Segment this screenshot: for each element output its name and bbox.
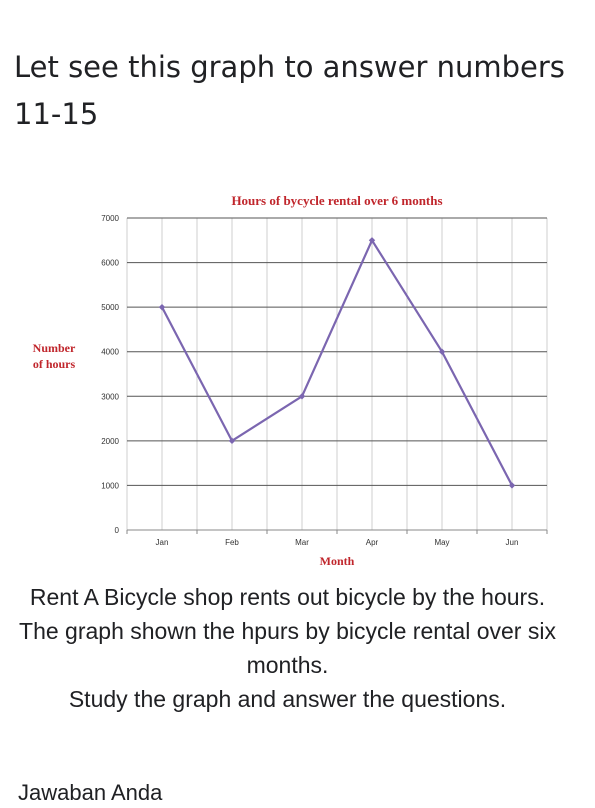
chart-title: Hours of bycycle rental over 6 months [231, 193, 442, 208]
data-point-feb [228, 437, 236, 445]
y-tick-label: 2000 [101, 437, 119, 446]
series-line [161, 239, 513, 486]
description-line: Study the graph and answer the questions… [68, 686, 507, 712]
y-axis-label: of hours [33, 357, 76, 371]
y-axis-label: Number [33, 341, 76, 355]
x-tick-label: Jan [156, 538, 169, 547]
y-tick-label: 0 [115, 526, 120, 535]
chart-grid [126, 217, 548, 530]
y-tick-label: 1000 [101, 481, 119, 490]
y-tick-label: 4000 [101, 348, 119, 357]
x-tick-label: Jun [506, 538, 519, 547]
x-tick-label: Mar [295, 538, 309, 547]
y-tick-label: 6000 [101, 259, 119, 268]
answer-label: Jawaban Anda [18, 780, 163, 805]
x-tick-label: May [434, 538, 449, 547]
x-tick-label: Feb [225, 538, 239, 547]
chart-axes [126, 529, 548, 534]
description-line: Rent A Bicycle shop rents out bicycle by… [29, 584, 546, 610]
data-point-jun [508, 482, 516, 489]
question-title: Let see this graph to answer numbers 11-… [14, 50, 565, 131]
data-point-mar [298, 393, 306, 400]
question-description: Rent A Bicycle shop rents out bicycle by… [10, 580, 565, 716]
data-point-apr [368, 237, 376, 244]
x-tick-label: Apr [366, 538, 379, 547]
description-line: The graph shown the hpurs by bicycle ren… [19, 618, 556, 678]
x-axis-label: Month [320, 554, 355, 568]
chart-text: 0 1000 2000 3000 4000 5000 6000 7000 Jan Feb Mar Ap… [33, 193, 519, 568]
y-tick-label: 7000 [101, 214, 119, 223]
line-chart: 0 1000 2000 3000 4000 5000 6000 7000 Jan Feb Mar Ap… [33, 193, 548, 568]
data-point-may [438, 348, 446, 355]
y-tick-label: 5000 [101, 303, 119, 312]
y-tick-label: 3000 [101, 392, 119, 401]
